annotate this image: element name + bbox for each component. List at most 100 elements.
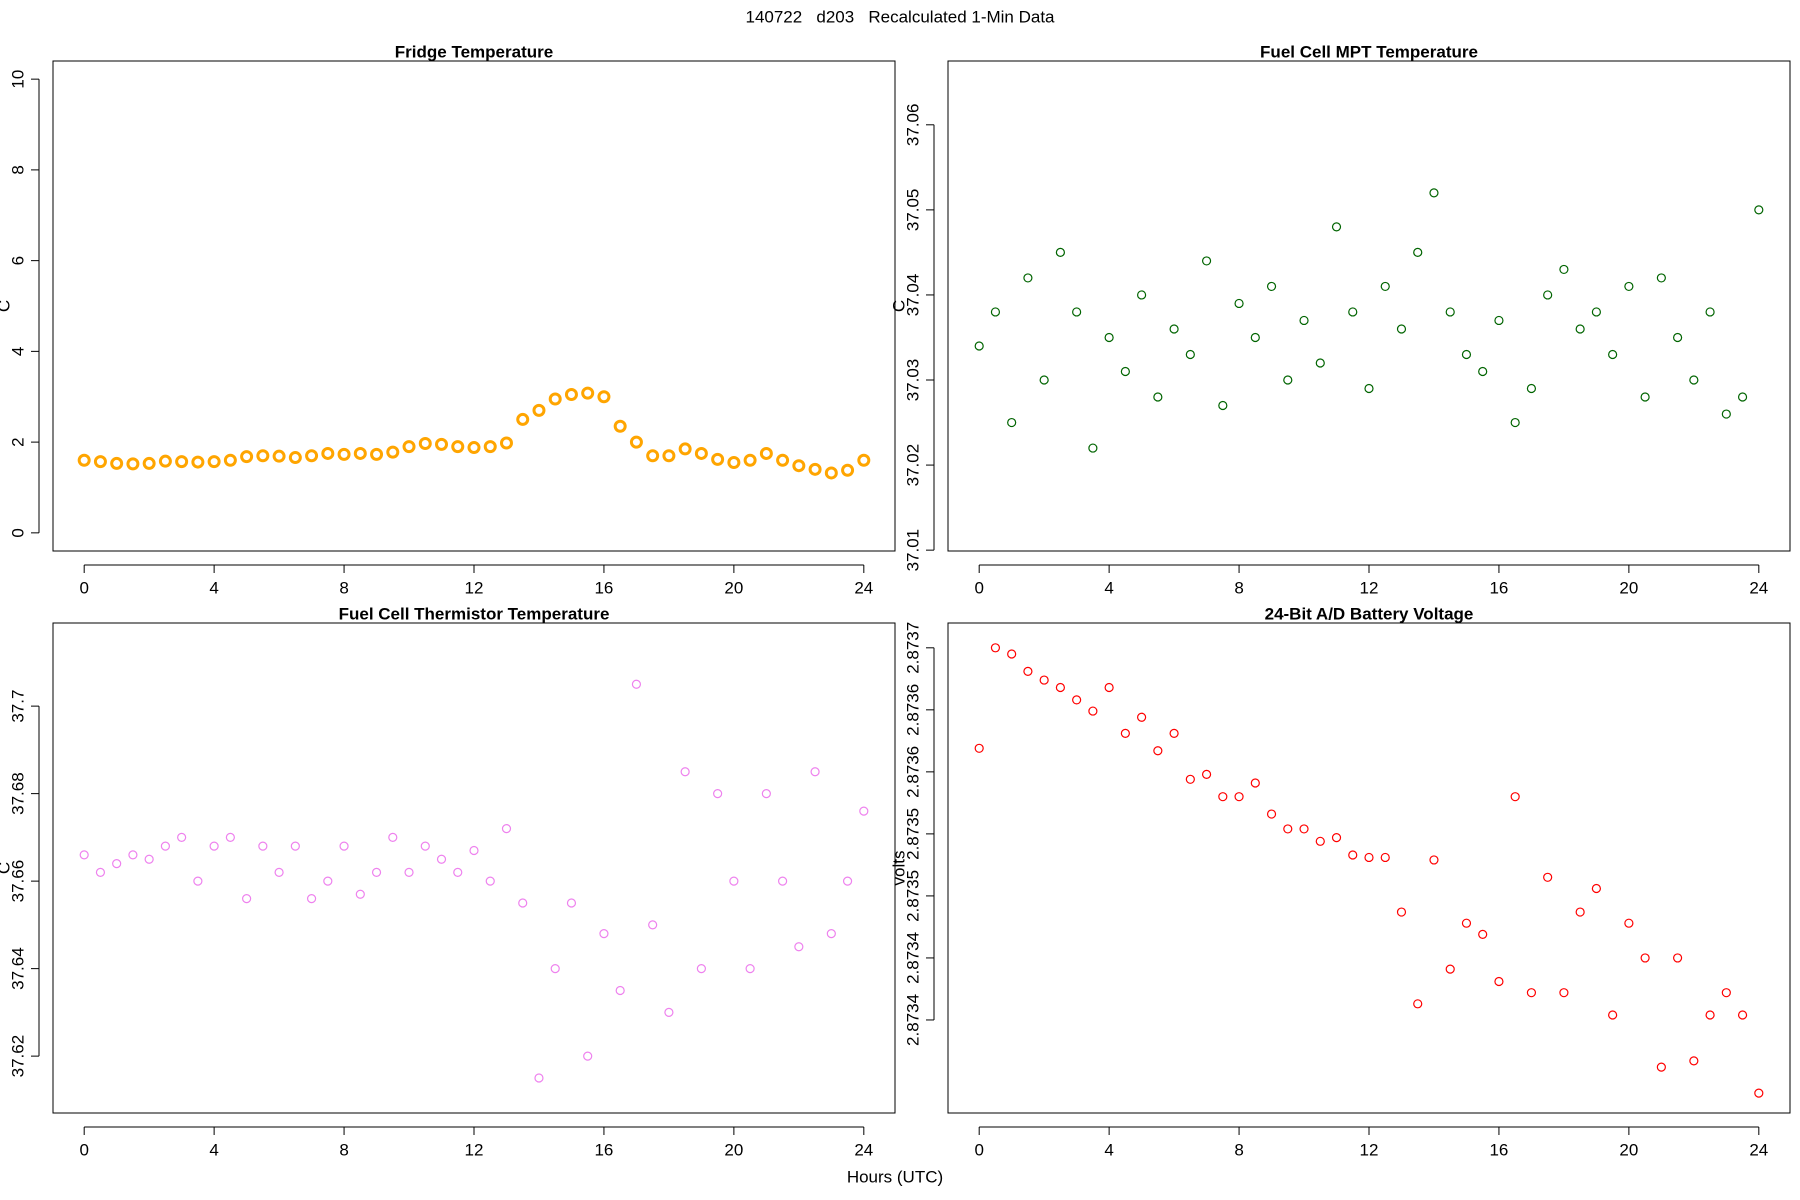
point <box>1137 712 1147 722</box>
x-tick-label: 16 <box>594 1140 613 1159</box>
x-tick-label: 16 <box>1489 1140 1508 1159</box>
point <box>990 643 1001 653</box>
point <box>1120 728 1130 739</box>
point <box>110 456 124 470</box>
point <box>1218 400 1228 411</box>
point <box>483 440 497 454</box>
x-tick-label: 8 <box>1234 578 1243 597</box>
y-tick-label: 37.7 <box>8 690 27 723</box>
point <box>1656 273 1666 283</box>
point <box>759 446 773 460</box>
point <box>436 854 447 864</box>
point <box>453 867 463 877</box>
point <box>532 403 546 417</box>
point <box>648 920 658 930</box>
point <box>1591 307 1601 317</box>
x-tick-label: 8 <box>1234 1140 1243 1159</box>
y-tick-label: 37.03 <box>903 359 922 402</box>
point <box>1721 988 1731 998</box>
point <box>792 459 806 473</box>
panel-title: 24-Bit A/D Battery Voltage <box>1265 604 1474 623</box>
point <box>1153 392 1163 402</box>
point <box>501 824 512 834</box>
point <box>761 789 771 799</box>
point <box>778 876 788 886</box>
x-tick-label: 8 <box>339 1140 348 1159</box>
point <box>1494 315 1504 326</box>
point <box>1331 222 1342 232</box>
y-tick-label: 2.8736 <box>903 746 922 798</box>
point <box>1023 666 1033 676</box>
point <box>824 466 838 480</box>
point <box>306 894 317 904</box>
point <box>1039 375 1049 385</box>
point <box>1705 1010 1715 1020</box>
point <box>974 341 984 351</box>
point <box>1218 792 1228 802</box>
x-tick-label: 24 <box>854 1140 873 1159</box>
point <box>1624 281 1634 292</box>
point <box>534 1073 544 1083</box>
point <box>1445 307 1455 317</box>
point <box>339 841 349 851</box>
point <box>128 850 138 860</box>
point <box>160 841 170 851</box>
point <box>1380 852 1390 863</box>
point <box>1656 1062 1666 1072</box>
point <box>1673 332 1683 343</box>
y-tick-label: 37.68 <box>8 772 27 815</box>
point <box>225 832 235 842</box>
x-tick-label: 16 <box>594 578 613 597</box>
x-tick-label: 12 <box>1360 578 1379 597</box>
y-tick-label: 37.05 <box>903 189 922 232</box>
point <box>615 985 625 996</box>
point <box>1624 918 1634 928</box>
point <box>177 832 187 842</box>
point <box>321 446 335 460</box>
point <box>499 436 513 450</box>
point <box>144 854 154 864</box>
point <box>274 867 284 877</box>
y-tick-label: 2.8734 <box>903 994 922 1046</box>
point <box>95 867 106 877</box>
point <box>1640 392 1650 402</box>
point <box>353 446 367 460</box>
x-tick-label: 24 <box>1749 578 1768 597</box>
point <box>1413 247 1423 258</box>
point <box>678 442 692 456</box>
point <box>1348 307 1358 317</box>
point <box>664 1007 674 1017</box>
point <box>242 894 252 904</box>
point <box>566 898 577 908</box>
x-tick-label: 24 <box>1749 1140 1768 1159</box>
point <box>727 456 741 470</box>
point <box>370 447 384 461</box>
point <box>1185 774 1195 784</box>
point <box>1039 675 1049 685</box>
point <box>207 455 221 469</box>
point <box>418 436 432 450</box>
y-tick-label: 2.8735 <box>903 870 922 922</box>
point <box>1429 855 1439 865</box>
y-tick-label: 2 <box>8 437 27 446</box>
point <box>1510 792 1520 802</box>
point <box>193 876 203 886</box>
point <box>1364 383 1374 394</box>
point <box>1396 907 1407 917</box>
point <box>1331 833 1342 843</box>
point <box>1299 315 1309 326</box>
point <box>79 850 89 860</box>
point <box>548 392 562 406</box>
y-axis-label: volts <box>889 851 908 886</box>
x-tick-label: 4 <box>1104 1140 1113 1159</box>
point <box>1608 349 1618 360</box>
point <box>337 447 351 461</box>
point <box>404 867 414 877</box>
point <box>696 964 706 974</box>
point <box>1478 929 1488 939</box>
point <box>1575 324 1585 334</box>
point <box>451 440 465 454</box>
point <box>1088 443 1098 453</box>
point <box>974 743 984 753</box>
x-tick-label: 20 <box>724 1140 743 1159</box>
